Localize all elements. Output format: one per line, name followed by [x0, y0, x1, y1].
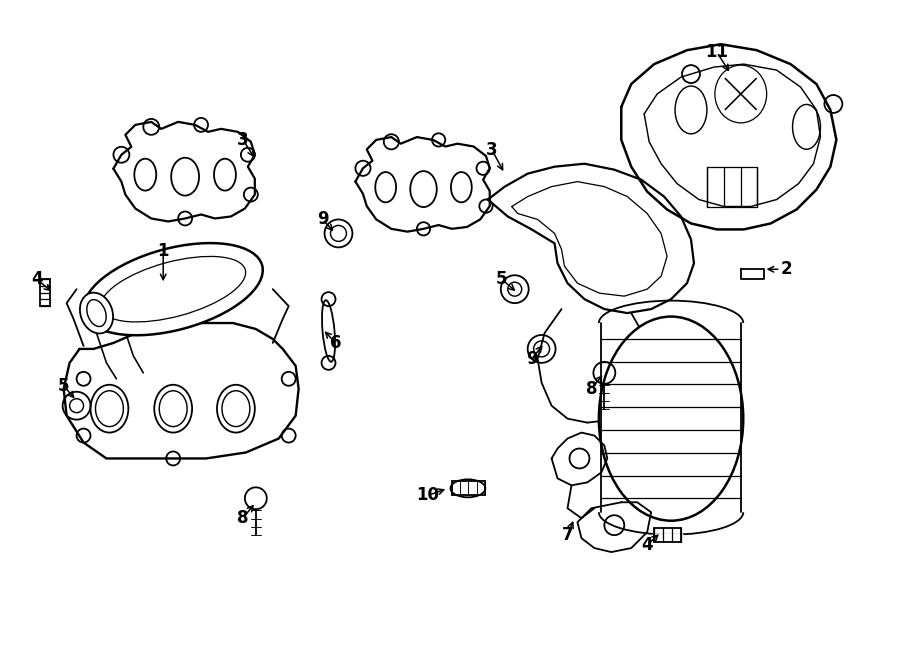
Text: 9: 9: [317, 210, 328, 229]
Text: 3: 3: [486, 141, 498, 159]
Text: 8: 8: [586, 380, 598, 398]
Text: 9: 9: [526, 350, 537, 368]
Ellipse shape: [91, 385, 129, 432]
Text: 1: 1: [158, 243, 169, 260]
Text: 7: 7: [562, 526, 573, 544]
Text: 3: 3: [237, 131, 248, 149]
Ellipse shape: [217, 385, 255, 432]
Text: 6: 6: [329, 334, 341, 352]
Text: 5: 5: [58, 377, 69, 395]
Text: 8: 8: [237, 509, 248, 527]
Text: 4: 4: [642, 536, 653, 554]
Text: 11: 11: [706, 43, 728, 61]
Ellipse shape: [598, 317, 743, 521]
Ellipse shape: [84, 243, 263, 335]
Text: 10: 10: [417, 486, 439, 504]
Text: 5: 5: [496, 270, 508, 288]
Ellipse shape: [80, 293, 113, 333]
Ellipse shape: [154, 385, 192, 432]
Text: 2: 2: [780, 260, 792, 278]
Text: 4: 4: [31, 270, 42, 288]
